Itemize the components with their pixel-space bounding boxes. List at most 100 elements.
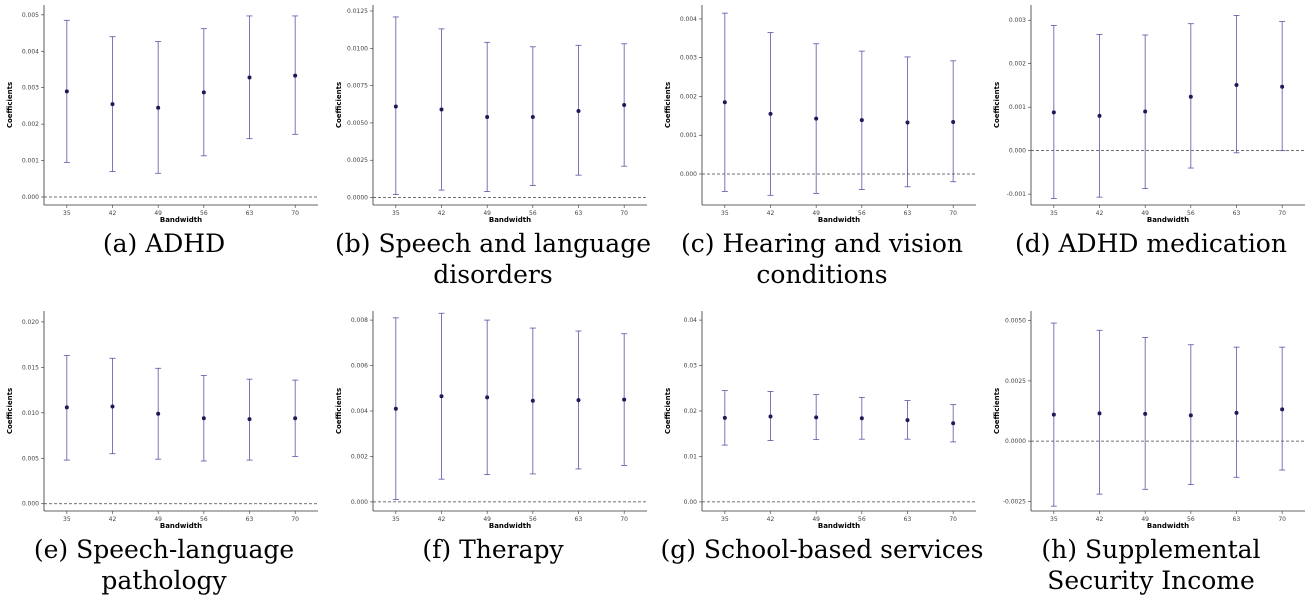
y-tick-label: 0.002 — [351, 453, 368, 460]
point — [530, 398, 535, 403]
point — [1280, 407, 1285, 412]
y-axis-label: Coefficients — [6, 82, 14, 128]
point — [1051, 110, 1056, 115]
y-axis-label: Coefficients — [664, 388, 672, 434]
y-tick-label: 0.00 — [684, 499, 698, 506]
point — [64, 405, 69, 410]
point — [859, 416, 864, 421]
y-tick-label: 0.002 — [680, 93, 697, 100]
y-tick-label: 0.001 — [22, 158, 39, 165]
x-tick-label: 35 — [721, 210, 729, 217]
point — [156, 105, 161, 110]
point — [622, 397, 627, 402]
point — [247, 417, 252, 422]
chart: 0.000 0.005 0.010 0.015 0.020 35 42 49 56 63 70 Ban… — [6, 311, 318, 530]
point — [156, 411, 161, 416]
point — [622, 103, 627, 107]
point — [64, 89, 69, 94]
x-tick-label: 35 — [721, 516, 729, 523]
x-tick-label: 70 — [620, 210, 628, 217]
point — [905, 418, 910, 423]
y-tick-label: 0.0000 — [1005, 438, 1026, 445]
y-tick-label: 0.005 — [22, 455, 39, 462]
y-axis-label: Coefficients — [993, 82, 1001, 128]
x-axis-label: Bandwidth — [160, 522, 202, 530]
point — [576, 108, 581, 113]
point — [247, 75, 252, 80]
y-tick-label: 0.0100 — [347, 45, 368, 52]
y-tick-label: 0.015 — [22, 364, 39, 371]
panel: 0.00 0.01 0.02 0.03 0.04 35 42 49 56 63 70 Bandwidt… — [658, 306, 986, 612]
y-axis-label: Coefficients — [335, 82, 343, 128]
x-axis-label: Bandwidth — [1147, 522, 1189, 530]
point — [439, 394, 444, 399]
caption: (d) ADHD medication — [1015, 229, 1287, 258]
point — [530, 114, 535, 119]
x-tick-label: 70 — [620, 516, 628, 523]
x-tick-label: 63 — [1233, 516, 1241, 523]
point — [1097, 113, 1102, 118]
x-tick-label: 42 — [767, 210, 775, 217]
point — [1143, 411, 1148, 416]
y-tick-label: 0.03 — [684, 363, 698, 370]
x-tick-label: 70 — [291, 210, 299, 217]
y-axis-label: Coefficients — [993, 388, 1001, 434]
y-tick-label: 0.0025 — [1005, 378, 1026, 385]
y-tick-label: 0.003 — [1009, 17, 1026, 24]
caption: (b) Speech and language disorders — [335, 229, 651, 289]
y-tick-label: 0.0075 — [347, 83, 368, 90]
y-tick-label: 0.0025 — [347, 157, 368, 164]
point — [1188, 413, 1193, 418]
y-tick-label: 0.005 — [22, 12, 39, 19]
point — [201, 90, 206, 95]
x-tick-label: 35 — [1050, 210, 1058, 217]
point — [110, 404, 115, 409]
x-tick-label: 49 — [154, 210, 162, 217]
x-axis-label: Bandwidth — [160, 216, 202, 224]
point — [1097, 411, 1102, 416]
panel: -0.0025 0.0000 0.0025 0.0050 35 42 49 56 63 70 Ban… — [987, 306, 1315, 612]
caption: (c) Hearing and vision conditions — [680, 229, 963, 289]
panel: 0.0000 0.0025 0.0050 0.0075 0.0100 0.0125 35 42… — [329, 0, 657, 306]
x-tick-label: 42 — [1096, 210, 1104, 217]
x-axis-label: Bandwidth — [489, 522, 531, 530]
point — [485, 114, 490, 119]
x-tick-label: 70 — [949, 210, 957, 217]
x-tick-label: 56 — [858, 210, 866, 217]
x-tick-label: 49 — [154, 516, 162, 523]
y-tick-label: 0.000 — [680, 171, 697, 178]
x-tick-label: 42 — [109, 210, 117, 217]
y-tick-label: 0.002 — [22, 121, 39, 128]
x-tick-label: 49 — [812, 210, 820, 217]
x-tick-label: 70 — [949, 516, 957, 523]
caption: (a) ADHD — [102, 229, 226, 258]
y-tick-label: 0.000 — [22, 194, 39, 201]
caption: (h) Supplemental Security Income — [1041, 535, 1261, 595]
y-tick-label: -0.0025 — [1003, 498, 1026, 505]
y-tick-label: 0.003 — [22, 85, 39, 92]
x-tick-label: 56 — [1187, 210, 1195, 217]
x-tick-label: 56 — [529, 516, 537, 523]
point — [393, 406, 398, 411]
x-tick-label: 35 — [63, 210, 71, 217]
y-tick-label: 0.0000 — [347, 195, 368, 202]
point — [1051, 412, 1056, 417]
x-tick-label: 49 — [1141, 210, 1149, 217]
x-tick-label: 70 — [291, 516, 299, 523]
point — [768, 414, 773, 419]
y-tick-label: 0.004 — [351, 408, 368, 415]
x-tick-label: 42 — [767, 516, 775, 523]
x-tick-label: 63 — [246, 210, 254, 217]
y-tick-label: 0.000 — [351, 499, 368, 506]
point — [1234, 410, 1239, 415]
x-axis-label: Bandwidth — [1147, 216, 1189, 224]
x-axis-label: Bandwidth — [818, 522, 860, 530]
y-axis-label: Coefficients — [6, 388, 14, 434]
x-tick-label: 63 — [575, 210, 583, 217]
point — [722, 100, 727, 105]
point — [814, 116, 819, 121]
point — [768, 111, 773, 116]
y-tick-label: 0.002 — [1009, 61, 1026, 68]
chart: 0.0000 0.0025 0.0050 0.0075 0.0100 0.0125 35 42… — [335, 5, 647, 224]
x-tick-label: 42 — [109, 516, 117, 523]
